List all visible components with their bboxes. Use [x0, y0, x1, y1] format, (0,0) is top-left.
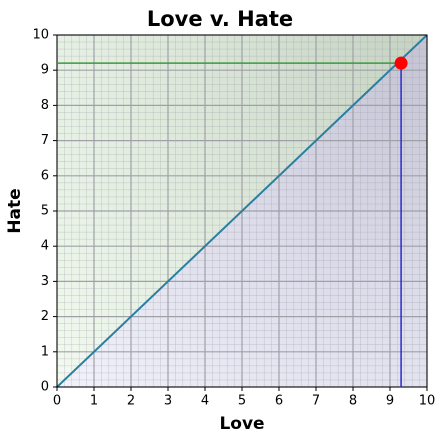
- y-tick-label: 10: [32, 28, 49, 43]
- x-tick-label: 4: [201, 394, 209, 409]
- chart-title: Love v. Hate: [147, 7, 293, 31]
- x-tick-label: 3: [164, 394, 172, 409]
- x-tick-label: 5: [238, 394, 246, 409]
- y-tick-label: 0: [41, 380, 49, 395]
- point: [394, 56, 408, 70]
- y-tick-label: 2: [41, 309, 49, 324]
- x-tick-label: 7: [312, 394, 320, 409]
- x-tick-label: 6: [275, 394, 283, 409]
- x-tick-label: 8: [349, 394, 357, 409]
- y-axis-label: Hate: [5, 188, 25, 233]
- y-tick-label: 3: [41, 274, 49, 289]
- y-tick-label: 4: [41, 239, 49, 254]
- y-tick-label: 7: [41, 133, 49, 148]
- y-tick-label: 6: [41, 168, 49, 183]
- x-tick-label: 0: [53, 394, 61, 409]
- y-tick-label: 9: [41, 63, 49, 78]
- y-tick-label: 5: [41, 204, 49, 219]
- x-axis-label: Love: [219, 414, 264, 434]
- y-tick-label: 8: [41, 98, 49, 113]
- y-tick-label: 1: [41, 344, 49, 359]
- x-tick-label: 9: [386, 394, 394, 409]
- x-tick-label: 2: [127, 394, 135, 409]
- diagonal: [56, 34, 428, 388]
- x-tick-label: 1: [90, 394, 98, 409]
- x-tick-label: 10: [419, 394, 436, 409]
